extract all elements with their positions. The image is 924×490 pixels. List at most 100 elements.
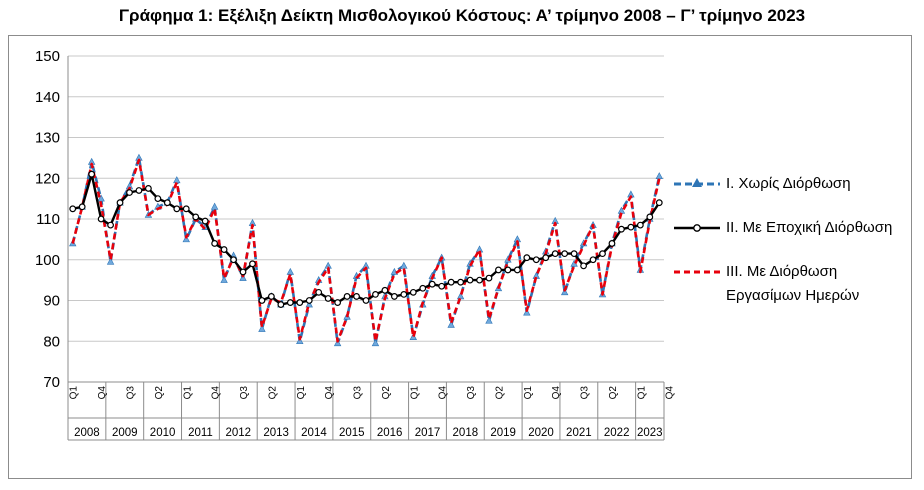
series-point-1: [211, 240, 219, 247]
y-tick-label: 100: [35, 252, 60, 269]
series-point-1: [315, 288, 323, 296]
x-tick-labels: 2008 2009 2010 2011 2012 2013 2014 2015 2016 2017…: [69, 386, 676, 439]
series-point-0: [182, 235, 190, 243]
year-label: 2017: [415, 427, 441, 439]
chart-title: Γράφημα 1: Εξέλιξη Δείκτη Μισθολογικού Κ…: [118, 6, 806, 25]
y-tick-label: 70: [43, 374, 60, 391]
quarter-label: Q2: [381, 386, 392, 400]
quarter-label: Q4: [665, 386, 676, 400]
year-label: 2021: [566, 427, 592, 439]
year-label: 2014: [301, 427, 327, 439]
series-point-1: [135, 187, 143, 194]
series-point-0: [333, 339, 342, 347]
series-point-0: [447, 320, 455, 328]
series-point-1: [239, 268, 247, 276]
series-point-1: [655, 199, 663, 207]
year-label: 2008: [74, 427, 100, 439]
quarter-label: Q4: [211, 386, 222, 400]
quarter-label: Q1: [296, 386, 307, 400]
series-point-1: [372, 290, 379, 298]
quarter-label: Q4: [438, 386, 449, 400]
series-point-1: [646, 213, 654, 221]
year-label: 2009: [112, 427, 138, 439]
series-point-0: [106, 257, 115, 265]
quarter-label: Q2: [154, 386, 165, 400]
year-label: 2019: [490, 427, 516, 439]
series-point-1: [608, 240, 616, 247]
series-point-1: [107, 221, 114, 229]
quarter-label: Q1: [409, 386, 420, 400]
series-point-1: [428, 280, 436, 288]
series-point-1: [334, 299, 342, 306]
y-tick-labels: 70 80 90 100 110 120 130 140 150: [35, 48, 60, 391]
series-point-1: [116, 199, 124, 207]
series-point-1: [353, 293, 360, 300]
series-point-0: [239, 273, 247, 281]
legend-label-no-adjustment: I. Χωρίς Διόρθωση: [726, 175, 851, 192]
quarter-label: Q3: [239, 386, 250, 400]
series-point-1: [88, 170, 96, 178]
series-point-1: [495, 266, 502, 274]
series-point-0: [400, 261, 408, 269]
series-point-1: [154, 195, 162, 203]
series-point-0: [173, 176, 181, 184]
year-label: 2013: [263, 427, 289, 439]
legend-label-seasonal-adjustment: II. Με Εποχική Διόρθωση: [726, 219, 893, 236]
series-point-1: [466, 276, 474, 284]
year-label: 2016: [377, 427, 403, 439]
y-tick-label: 80: [43, 333, 60, 350]
quarter-label: Q2: [608, 386, 619, 400]
quarter-label: Q2: [494, 386, 505, 400]
series-point-1: [627, 223, 635, 231]
legend-item-working-days-adjustment: III. Με Διόρθωση Εργασίμων Ημερών: [672, 260, 912, 308]
series-point-1: [145, 185, 152, 192]
series-point-1: [409, 288, 417, 296]
series-point-1: [542, 254, 550, 262]
legend-item-no-adjustment: I. Χωρίς Διόρθωση: [672, 172, 912, 196]
series-point-1: [343, 293, 351, 300]
year-label: 2011: [188, 427, 213, 439]
quarter-label: Q1: [523, 386, 534, 400]
quarter-label: Q4: [97, 386, 108, 400]
series-point-1: [438, 282, 446, 290]
series-point-0: [655, 172, 663, 180]
series-point-1: [220, 246, 228, 253]
series-point-0: [409, 333, 418, 340]
series-point-1: [523, 254, 531, 262]
series-point-1: [381, 286, 389, 294]
series-point-0: [560, 288, 569, 296]
axes: [67, 56, 665, 441]
quarter-label: Q1: [182, 386, 193, 400]
quarter-label: Q3: [580, 386, 591, 400]
series-point-1: [126, 189, 133, 196]
series-point-1: [296, 299, 304, 306]
series-point-0: [523, 308, 531, 316]
series-point-1: [192, 213, 200, 221]
series-point-1: [476, 276, 483, 284]
series-point-1: [258, 297, 266, 304]
year-label: 2015: [339, 427, 365, 439]
series-point-1: [286, 299, 294, 306]
series-point-0: [305, 300, 313, 308]
series-point-1: [551, 250, 559, 258]
year-label: 2020: [528, 427, 554, 439]
series-point-1: [599, 250, 606, 258]
series-point-1: [447, 278, 455, 286]
series-point-0: [220, 275, 228, 283]
year-label: 2012: [225, 427, 251, 439]
series-point-1: [532, 256, 540, 264]
series-point-1: [457, 278, 465, 286]
series-point-1: [618, 225, 625, 233]
series-point-1: [230, 256, 237, 264]
series-point-0: [286, 267, 295, 275]
series-point-1: [97, 215, 105, 223]
year-label: 2010: [150, 427, 176, 439]
series-point-1: [485, 274, 493, 282]
y-tick-label: 110: [36, 211, 60, 228]
series-point-1: [249, 260, 256, 268]
series-point-0: [210, 202, 219, 210]
quarter-label: Q2: [267, 386, 278, 400]
quarter-label: Q3: [466, 386, 477, 400]
series-point-0: [258, 324, 266, 332]
legend-swatch-working-days-adjustment: [674, 270, 720, 274]
